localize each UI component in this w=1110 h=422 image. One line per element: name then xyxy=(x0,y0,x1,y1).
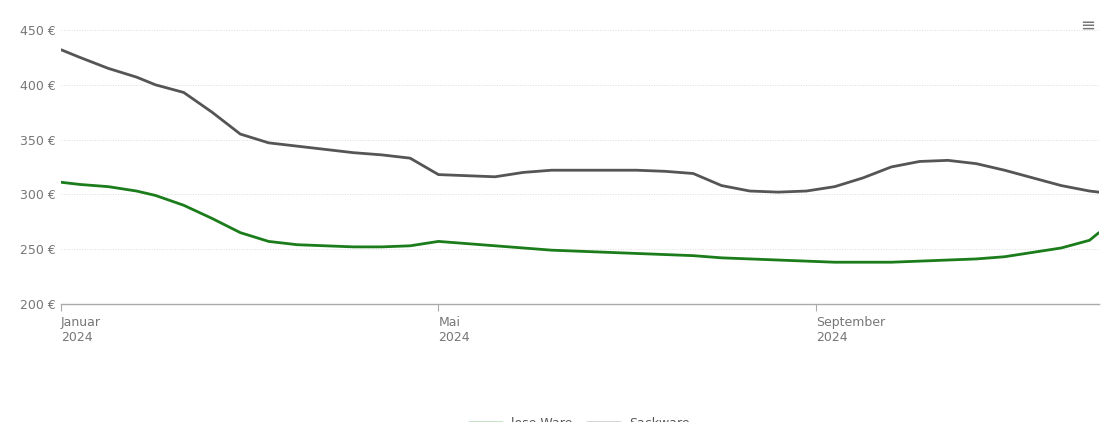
Legend: lose Ware, Sackware: lose Ware, Sackware xyxy=(465,412,695,422)
Text: ≡: ≡ xyxy=(1080,17,1096,35)
